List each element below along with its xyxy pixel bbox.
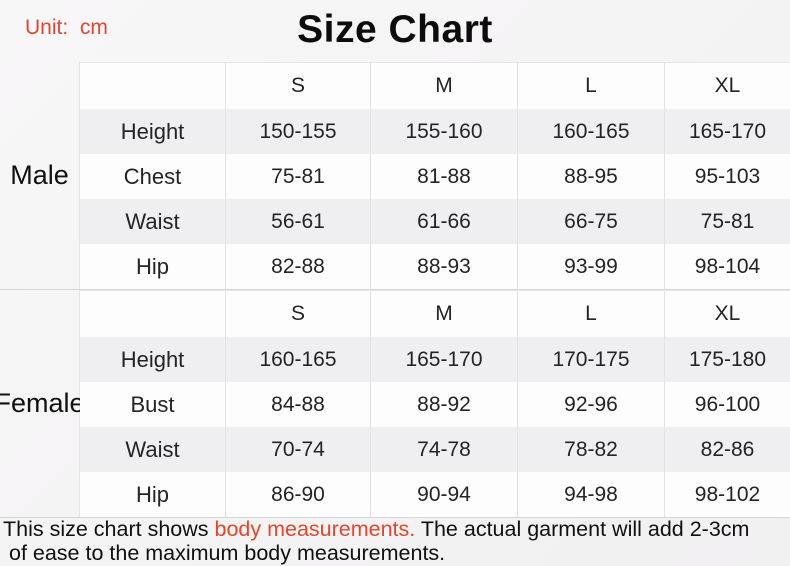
value-cell-female-waist-xl: 82-86 bbox=[665, 427, 790, 472]
value-cell-female-height-l: 170-175 bbox=[518, 337, 665, 382]
section-female: Female S M L XL Height 160-165 165-170 170-175 17… bbox=[0, 289, 790, 518]
value-cell-female-height-s: 160-165 bbox=[226, 337, 371, 382]
unit-label: Unit: cm bbox=[25, 16, 108, 39]
value-cell-female-waist-l: 78-82 bbox=[518, 427, 665, 472]
row-label-height: Height bbox=[80, 109, 226, 154]
size-header-spacer bbox=[80, 290, 226, 337]
value-cell-male-chest-m: 81-88 bbox=[371, 154, 518, 199]
value-cell-male-waist-xl: 75-81 bbox=[665, 199, 790, 244]
row-label-text: Height bbox=[120, 346, 185, 372]
value-cell-female-bust-m: 88-92 bbox=[371, 382, 518, 427]
row-label-bust: Bust bbox=[80, 382, 226, 427]
size-header-m: M bbox=[371, 290, 518, 337]
value-cell-male-height-xl: 165-170 bbox=[665, 109, 790, 154]
row-label-text: Height bbox=[120, 118, 185, 144]
size-header-l: L bbox=[518, 290, 665, 337]
row-label-waist: Waist bbox=[80, 427, 226, 472]
row-label-text: Bust bbox=[130, 391, 175, 417]
row-label-text: Hip bbox=[135, 481, 169, 507]
group-label-female: Female bbox=[0, 290, 85, 517]
value-cell-male-height-l: 160-165 bbox=[518, 109, 665, 154]
row-label-hip: Hip bbox=[80, 244, 226, 289]
footnote: This size chart shows body measurements.… bbox=[3, 517, 790, 565]
value-cell-female-hip-s: 86-90 bbox=[226, 472, 371, 517]
footnote-suffix: The actual garment will add 2-3cm of eas… bbox=[8, 517, 750, 565]
page-title: Size Chart bbox=[297, 8, 493, 51]
footnote-prefix: This size chart shows bbox=[3, 517, 215, 541]
value-cell-female-waist-m: 74-78 bbox=[371, 427, 518, 472]
row-label-height: Height bbox=[80, 337, 226, 382]
row-label-text: Chest bbox=[123, 163, 182, 189]
row-label-hip: Hip bbox=[80, 472, 226, 517]
size-header-m: M bbox=[371, 62, 518, 109]
row-label-text: Waist bbox=[125, 436, 180, 462]
value-cell-female-bust-l: 92-96 bbox=[518, 382, 665, 427]
value-cell-male-waist-m: 61-66 bbox=[371, 199, 518, 244]
value-cell-female-hip-l: 94-98 bbox=[518, 472, 665, 517]
size-header-s: S bbox=[226, 62, 371, 109]
size-header-spacer bbox=[80, 62, 226, 109]
value-cell-male-hip-s: 82-88 bbox=[226, 244, 371, 289]
value-cell-male-chest-xl: 95-103 bbox=[665, 154, 790, 199]
value-cell-female-height-xl: 175-180 bbox=[665, 337, 790, 382]
section-male: Male S M L XL Height 150-155 155-160 160-165 165-… bbox=[0, 62, 790, 289]
value-cell-male-chest-l: 88-95 bbox=[518, 154, 665, 199]
value-cell-male-chest-s: 75-81 bbox=[226, 154, 371, 199]
value-cell-female-hip-m: 90-94 bbox=[371, 472, 518, 517]
value-cell-male-waist-s: 56-61 bbox=[226, 199, 371, 244]
value-cell-female-bust-xl: 96-100 bbox=[665, 382, 790, 427]
value-cell-female-height-m: 165-170 bbox=[371, 337, 518, 382]
value-cell-male-waist-l: 66-75 bbox=[518, 199, 665, 244]
row-label-text: Hip bbox=[135, 253, 169, 279]
row-label-waist: Waist bbox=[80, 199, 226, 244]
value-cell-female-waist-s: 70-74 bbox=[226, 427, 371, 472]
size-header-xl: XL bbox=[665, 62, 790, 109]
size-header-s: S bbox=[226, 290, 371, 337]
row-label-text: Waist bbox=[125, 208, 180, 234]
size-table: Male S M L XL Height 150-155 155-160 160-165 165-… bbox=[0, 62, 790, 518]
value-cell-male-hip-xl: 98-104 bbox=[665, 244, 790, 289]
value-cell-male-height-s: 150-155 bbox=[226, 109, 371, 154]
value-cell-female-hip-xl: 98-102 bbox=[665, 472, 790, 517]
value-cell-female-bust-s: 84-88 bbox=[226, 382, 371, 427]
size-header-xl: XL bbox=[665, 290, 790, 337]
footnote-highlight: body measurements. bbox=[214, 517, 416, 541]
value-cell-male-hip-m: 88-93 bbox=[371, 244, 518, 289]
value-cell-male-hip-l: 93-99 bbox=[518, 244, 665, 289]
group-label-male: Male bbox=[0, 62, 80, 289]
row-label-chest: Chest bbox=[80, 154, 226, 199]
value-cell-male-height-m: 155-160 bbox=[371, 109, 518, 154]
size-header-l: L bbox=[518, 62, 665, 109]
